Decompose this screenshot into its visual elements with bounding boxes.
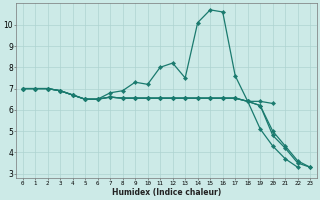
X-axis label: Humidex (Indice chaleur): Humidex (Indice chaleur) [112,188,221,197]
